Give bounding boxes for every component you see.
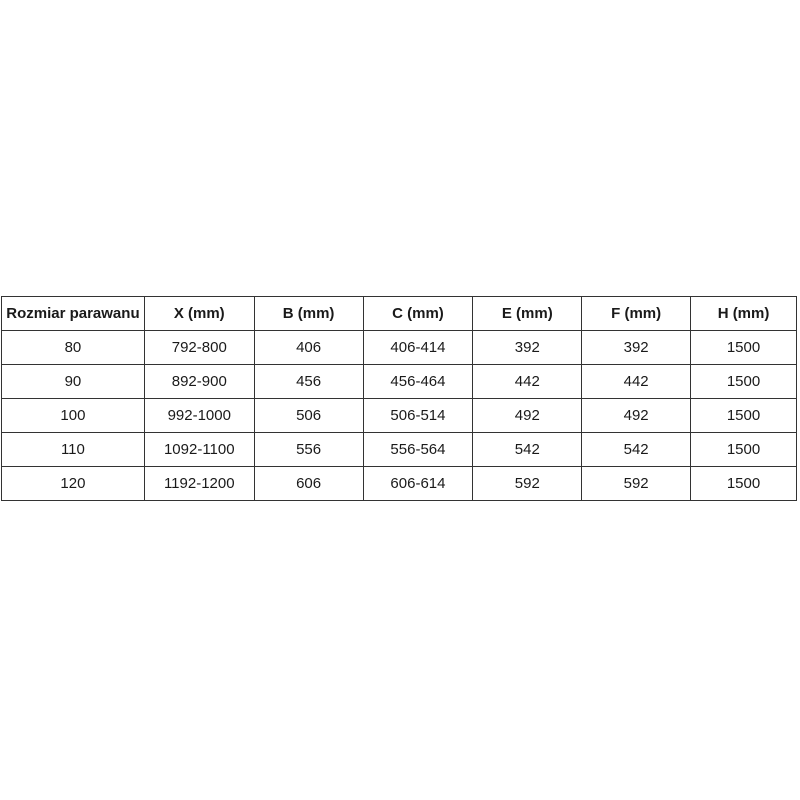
table-cell: 492 xyxy=(581,398,692,433)
table-cell: 992-1000 xyxy=(143,398,255,433)
column-header: H (mm) xyxy=(690,296,797,331)
table-cell: 606 xyxy=(253,466,364,501)
table-cell: 606-614 xyxy=(362,466,474,501)
table-cell: 542 xyxy=(472,432,583,467)
header-row: Rozmiar parawanu X (mm) B (mm) C (mm) E (mm)… xyxy=(1,296,797,331)
table-cell: 90 xyxy=(1,364,145,399)
table-cell: 506-514 xyxy=(362,398,474,433)
table-cell: 456 xyxy=(253,364,364,399)
table-cell: 392 xyxy=(581,330,692,365)
table-cell: 492 xyxy=(472,398,583,433)
table-cell: 592 xyxy=(472,466,583,501)
column-header: B (mm) xyxy=(253,296,364,331)
column-header: X (mm) xyxy=(143,296,255,331)
table-cell: 120 xyxy=(1,466,145,501)
table-cell: 892-900 xyxy=(143,364,255,399)
table-cell: 1500 xyxy=(690,364,797,399)
table-cell: 542 xyxy=(581,432,692,467)
table-cell: 392 xyxy=(472,330,583,365)
column-header: F (mm) xyxy=(581,296,692,331)
table-row: 100 992-1000 506 506-514 492 492 1500 xyxy=(1,398,797,433)
table-cell: 1192-1200 xyxy=(143,466,255,501)
table-cell: 100 xyxy=(1,398,145,433)
table-row: 110 1092-1100 556 556-564 542 542 1500 xyxy=(1,432,797,467)
table-cell: 442 xyxy=(581,364,692,399)
table-cell: 110 xyxy=(1,432,145,467)
column-header: E (mm) xyxy=(472,296,583,331)
table-cell: 406-414 xyxy=(362,330,474,365)
table-cell: 1500 xyxy=(690,432,797,467)
table-cell: 442 xyxy=(472,364,583,399)
table-cell: 1500 xyxy=(690,466,797,501)
table-cell: 1500 xyxy=(690,330,797,365)
table-cell: 80 xyxy=(1,330,145,365)
table-row: 90 892-900 456 456-464 442 442 1500 xyxy=(1,364,797,399)
table-cell: 506 xyxy=(253,398,364,433)
column-header: Rozmiar parawanu xyxy=(1,296,145,331)
table-cell: 456-464 xyxy=(362,364,474,399)
table-cell: 406 xyxy=(253,330,364,365)
dimensions-table: Rozmiar parawanu X (mm) B (mm) C (mm) E (mm)… xyxy=(1,296,797,501)
table-cell: 1092-1100 xyxy=(143,432,255,467)
table-row: 80 792-800 406 406-414 392 392 1500 xyxy=(1,330,797,365)
table-row: 120 1192-1200 606 606-614 592 592 1500 xyxy=(1,466,797,501)
table-cell: 556 xyxy=(253,432,364,467)
column-header: C (mm) xyxy=(362,296,474,331)
table-cell: 592 xyxy=(581,466,692,501)
table-cell: 556-564 xyxy=(362,432,474,467)
table-cell: 1500 xyxy=(690,398,797,433)
table-cell: 792-800 xyxy=(143,330,255,365)
